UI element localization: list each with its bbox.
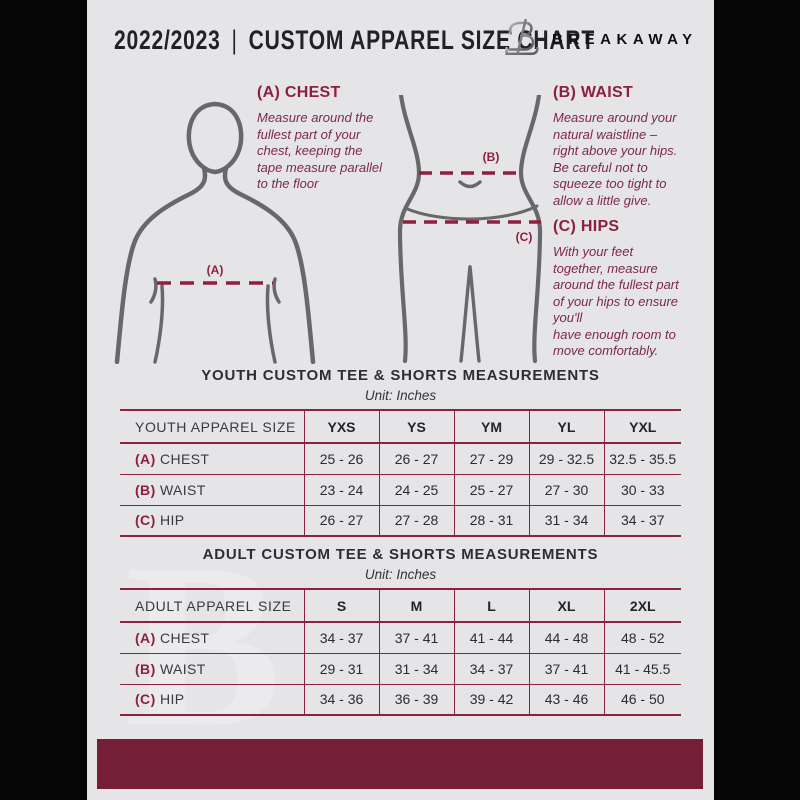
youth-size-label-header: YOUTH APPAREL SIZE [120, 410, 304, 444]
brand-lockup: BREAKAWAY [501, 16, 698, 62]
hip-marker-label: (C) [516, 230, 533, 244]
table-row-chest: (A) CHEST 34 - 37 37 - 41 41 - 44 44 - 4… [120, 622, 681, 653]
table-row-hip: (C) HIP 26 - 27 27 - 28 28 - 31 31 - 34 … [120, 505, 681, 536]
chest-marker-label: (A) [207, 263, 224, 277]
cell-value: 25 - 26 [303, 443, 379, 474]
adult-header-row: ADULT APPAREL SIZE S M L XL 2XL [120, 589, 681, 623]
table-row-waist: (B) WAIST 29 - 31 31 - 34 34 - 37 37 - 4… [120, 653, 681, 684]
cell-value: 41 - 44 [453, 622, 529, 653]
size-col-header: XL [528, 589, 604, 623]
adult-table-unit: Unit: Inches [364, 567, 437, 582]
row-prefix: (B) [135, 660, 156, 677]
row-prefix: (C) [135, 691, 156, 708]
cell-value: 34 - 37 [603, 505, 681, 536]
brand-name: BREAKAWAY [552, 30, 698, 48]
row-prefix: (C) [135, 512, 156, 529]
lower-body-diagram: (B) (C) [397, 95, 543, 364]
row-name: CHEST [159, 450, 210, 467]
youth-table-title: YOUTH CUSTOM TEE & SHORTS MEASUREMENTS [201, 367, 600, 384]
adult-size-label-header: ADULT APPAREL SIZE [120, 589, 304, 623]
size-col-header: YXS [303, 410, 379, 444]
cell-value: 44 - 48 [528, 622, 604, 653]
size-col-header: YXL [603, 410, 681, 444]
size-col-header: L [453, 589, 529, 623]
cell-value: 34 - 36 [303, 684, 379, 715]
adult-table-title: ADULT CUSTOM TEE & SHORTS MEASUREMENTS [202, 546, 599, 563]
chest-heading: (A) CHEST [257, 84, 341, 101]
cell-value: 25 - 27 [453, 474, 529, 505]
cell-value: 39 - 42 [453, 684, 529, 715]
youth-size-table: YOUTH APPAREL SIZE YXS YS YM YL YXL (A) … [120, 409, 681, 537]
row-label: (C) HIP [120, 505, 304, 536]
row-prefix: (A) [135, 629, 156, 646]
size-col-header: S [303, 589, 379, 623]
row-label: (A) CHEST [120, 443, 304, 474]
cell-value: 48 - 52 [603, 622, 681, 653]
waist-marker-label: (B) [483, 150, 500, 164]
size-col-header: M [378, 589, 454, 623]
cell-value: 34 - 37 [453, 653, 529, 684]
cell-value: 29 - 32.5 [528, 443, 604, 474]
size-col-header: YL [528, 410, 604, 444]
row-label: (C) HIP [120, 684, 304, 715]
cell-value: 34 - 37 [303, 622, 379, 653]
cell-value: 28 - 31 [453, 505, 529, 536]
cell-value: 27 - 30 [528, 474, 604, 505]
cell-value: 36 - 39 [378, 684, 454, 715]
row-label: (B) WAIST [120, 653, 304, 684]
adult-size-table: ADULT APPAREL SIZE S M L XL 2XL (A) CHES… [120, 588, 681, 716]
cell-value: 27 - 29 [453, 443, 529, 474]
cell-value: 37 - 41 [528, 653, 604, 684]
footer-bar [97, 739, 703, 789]
cell-value: 31 - 34 [378, 653, 454, 684]
row-label: (A) CHEST [120, 622, 304, 653]
size-col-header: YS [378, 410, 454, 444]
row-prefix: (A) [135, 450, 156, 467]
row-name: WAIST [159, 481, 206, 498]
row-name: WAIST [159, 660, 206, 677]
youth-header-row: YOUTH APPAREL SIZE YXS YS YM YL YXL [120, 410, 681, 444]
table-row-hip: (C) HIP 34 - 36 36 - 39 39 - 42 43 - 46 … [120, 684, 681, 715]
breakaway-b-logo-icon [505, 18, 539, 55]
chest-instructions: Measure around the fullest part of your … [257, 110, 383, 191]
cell-value: 31 - 34 [528, 505, 604, 536]
cell-value: 26 - 27 [378, 443, 454, 474]
hips-instructions: With your feet together, measure around … [553, 244, 679, 358]
cell-value: 46 - 50 [603, 684, 681, 715]
row-name: CHEST [159, 629, 210, 646]
season-label: 2022/2023 [114, 25, 221, 55]
cell-value: 29 - 31 [303, 653, 379, 684]
row-name: HIP [159, 691, 185, 708]
row-name: HIP [159, 512, 185, 529]
row-prefix: (B) [135, 481, 156, 498]
size-col-header: 2XL [603, 589, 681, 623]
youth-table-unit: Unit: Inches [364, 388, 437, 403]
torso-diagram: (A) [114, 101, 316, 364]
cell-value: 43 - 46 [528, 684, 604, 715]
cell-value: 41 - 45.5 [603, 653, 681, 684]
cell-value: 37 - 41 [378, 622, 454, 653]
cell-value: 26 - 27 [303, 505, 379, 536]
waist-heading: (B) WAIST [553, 84, 634, 101]
title-separator: | [231, 25, 238, 55]
table-row-waist: (B) WAIST 23 - 24 24 - 25 25 - 27 27 - 3… [120, 474, 681, 505]
cell-value: 32.5 - 35.5 [603, 443, 681, 474]
size-col-header: YM [453, 410, 529, 444]
hips-heading: (C) HIPS [553, 218, 620, 235]
cell-value: 24 - 25 [378, 474, 454, 505]
watermark-b: B [125, 515, 282, 775]
page: B 2022/2023 | CUSTOM APPAREL SIZE CHART [87, 0, 714, 800]
table-row-chest: (A) CHEST 25 - 26 26 - 27 27 - 29 29 - 3… [120, 443, 681, 474]
waist-instructions: Measure around your natural waistline – … [553, 110, 678, 208]
cell-value: 27 - 28 [378, 505, 454, 536]
row-label: (B) WAIST [120, 474, 304, 505]
cell-value: 30 - 33 [603, 474, 681, 505]
cell-value: 23 - 24 [303, 474, 379, 505]
